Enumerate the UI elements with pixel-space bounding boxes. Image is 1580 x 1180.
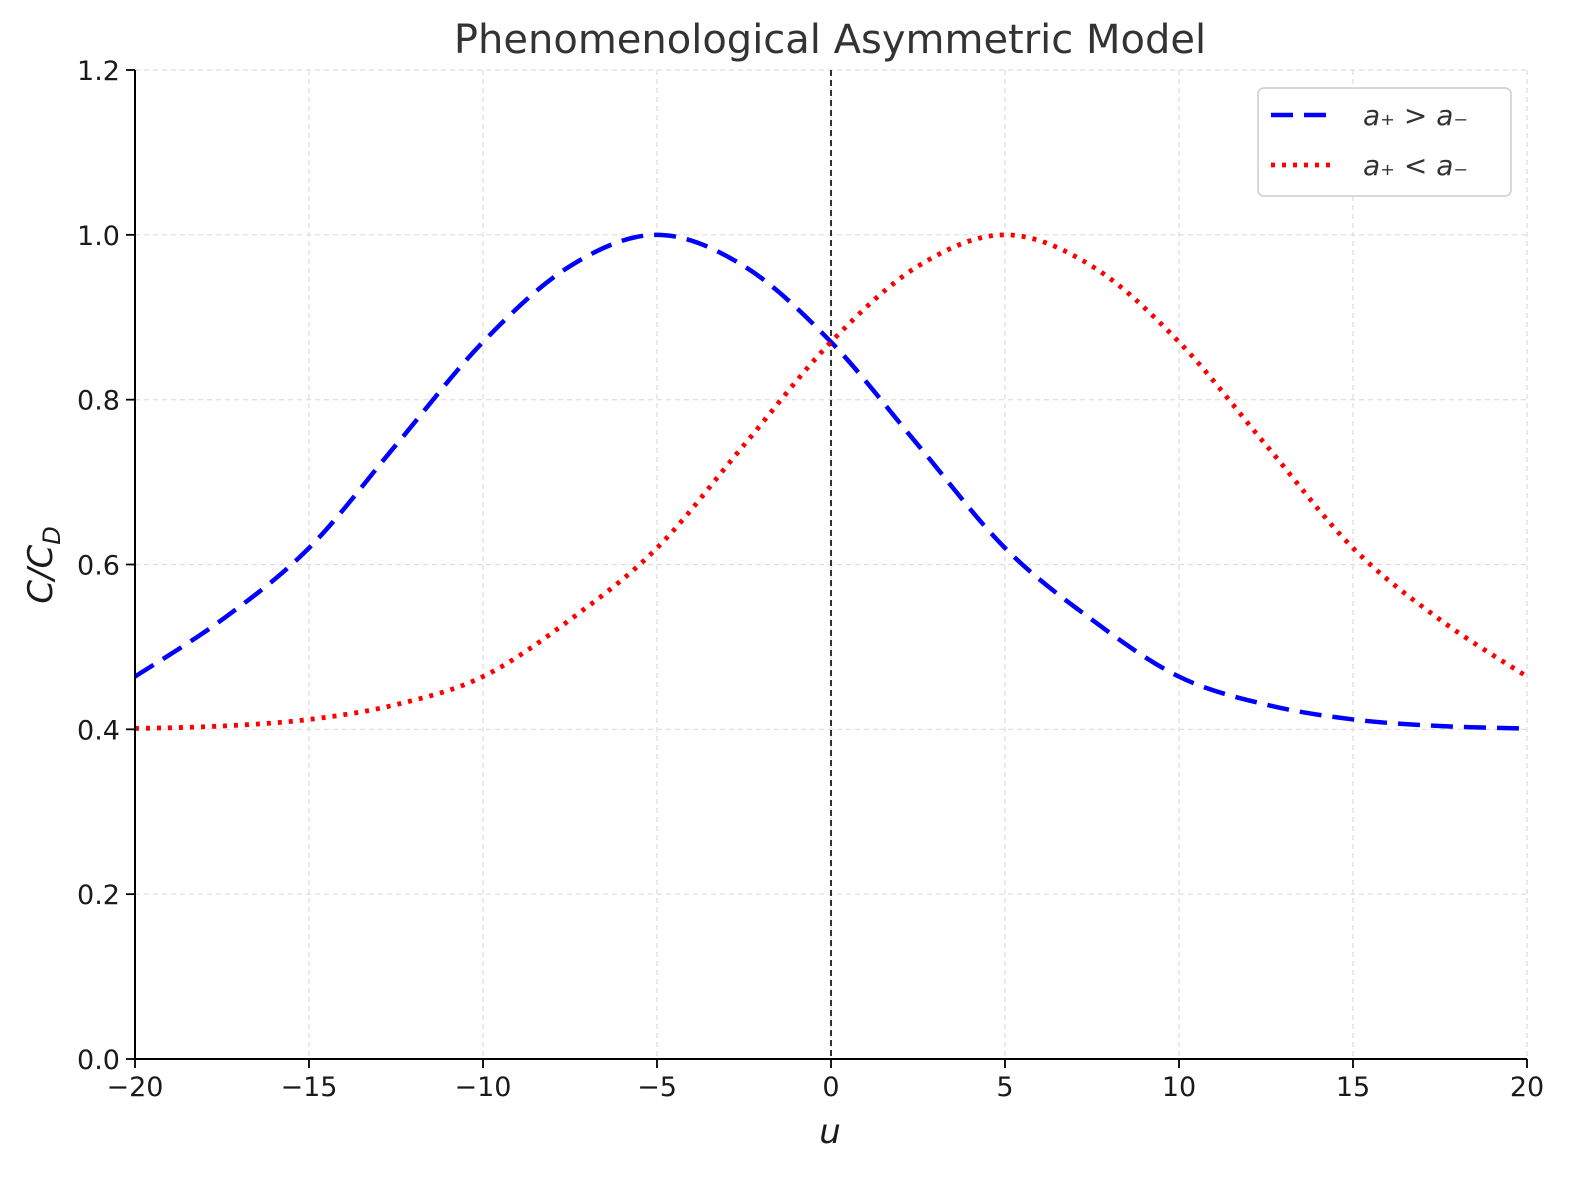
- x-tick-label: −5: [637, 1072, 677, 1103]
- y-tick-label: 0.0: [77, 1045, 120, 1076]
- y-axis-label: C/CD: [21, 526, 66, 603]
- x-tick-label: 5: [996, 1072, 1013, 1103]
- x-tick-label: −15: [281, 1072, 338, 1103]
- series-layer: [133, 232, 1529, 731]
- x-axis-label: u: [819, 1112, 841, 1152]
- x-tick-label: 0: [822, 1072, 839, 1103]
- y-tick-label: 0.2: [77, 880, 120, 911]
- ticks: −20 −15 −10 −5 0 5 10 15 20 0.0 0.2 0.4 0.6 0.8 1.0 1.2: [77, 56, 1544, 1103]
- x-tick-label: 10: [1162, 1072, 1196, 1103]
- y-tick-label: 1.2: [77, 56, 120, 87]
- y-tick-label: 0.8: [77, 386, 120, 417]
- y-tick-label: 0.4: [77, 715, 120, 746]
- x-tick-label: 20: [1510, 1072, 1544, 1103]
- legend-label-2: a₊ < a₋: [1363, 149, 1468, 182]
- legend-label-1: a₊ > a₋: [1363, 99, 1468, 132]
- y-tick-label: 0.6: [77, 551, 120, 582]
- x-tick-label: −20: [107, 1072, 164, 1103]
- y-tick-label: 1.0: [77, 221, 120, 252]
- series-line-2: [134, 232, 1529, 731]
- series-line-1: [133, 232, 1528, 731]
- x-tick-label: −10: [455, 1072, 512, 1103]
- chart-title: Phenomenological Asymmetric Model: [454, 17, 1206, 63]
- legend: a₊ > a₋ a₊ < a₋: [1257, 87, 1512, 197]
- x-tick-label: 15: [1336, 1072, 1370, 1103]
